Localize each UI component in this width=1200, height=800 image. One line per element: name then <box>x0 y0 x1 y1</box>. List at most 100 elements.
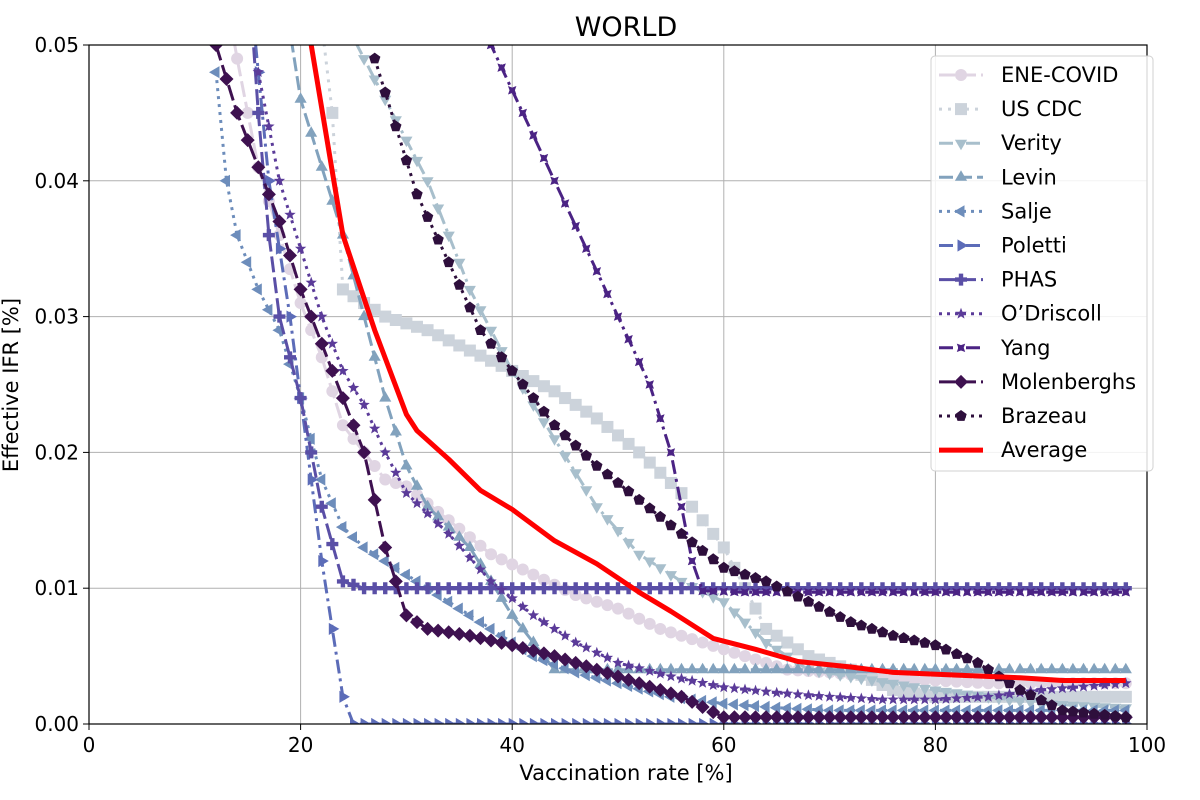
data-point <box>738 582 751 595</box>
data-point <box>686 536 698 548</box>
data-point <box>527 375 540 388</box>
data-point <box>452 602 463 615</box>
data-point <box>738 618 751 630</box>
data-point <box>601 582 614 595</box>
ticks: 0 20 40 60 80 100 0.00 0.01 0.02 0.03 0.04 0.05 <box>34 33 1166 757</box>
data-point <box>540 717 551 724</box>
data-point <box>717 643 730 656</box>
data-point <box>982 690 994 702</box>
data-point <box>792 590 804 602</box>
data-point <box>590 503 603 514</box>
data-point <box>728 582 741 595</box>
data-point <box>283 248 297 263</box>
data-point <box>1088 707 1100 719</box>
data-point <box>358 309 371 321</box>
data-point <box>643 617 656 630</box>
data-point <box>1098 690 1111 703</box>
data-point <box>686 662 699 674</box>
data-point <box>304 309 319 324</box>
data-point <box>644 502 656 514</box>
data-point <box>1055 710 1070 724</box>
data-point <box>897 681 910 692</box>
data-point <box>495 351 508 363</box>
y-axis-title: Effective IFR [%] <box>0 298 23 472</box>
legend-item: US CDC <box>939 97 1082 121</box>
data-point <box>656 414 665 423</box>
data-point <box>654 667 666 679</box>
data-point <box>1099 679 1111 690</box>
data-point <box>369 52 381 64</box>
data-point <box>950 582 963 595</box>
data-point <box>371 717 382 724</box>
data-point <box>463 582 476 595</box>
data-point <box>664 626 677 639</box>
data-point <box>1056 662 1069 674</box>
legend-item: PHAS <box>939 268 1057 292</box>
data-point <box>1099 708 1111 720</box>
data-point <box>633 612 646 625</box>
data-point <box>769 710 784 724</box>
data-point <box>707 527 720 540</box>
data-point <box>908 634 920 646</box>
data-point <box>907 710 922 724</box>
data-point <box>749 602 762 615</box>
data-point <box>1045 582 1058 595</box>
data-point <box>505 638 520 653</box>
data-point <box>580 486 593 497</box>
data-point <box>654 564 667 575</box>
data-point <box>748 700 759 713</box>
data-point <box>506 608 519 619</box>
data-point <box>1100 588 1109 597</box>
legend-label: ENE-COVID <box>1001 63 1118 87</box>
data-point <box>326 337 338 349</box>
data-point <box>621 672 636 687</box>
data-point <box>516 563 529 576</box>
data-point <box>696 544 709 556</box>
data-point <box>834 671 847 682</box>
data-point <box>707 639 720 652</box>
data-point <box>580 405 593 418</box>
x-tick-label: 0 <box>83 733 96 757</box>
data-point <box>1065 710 1080 724</box>
data-point <box>643 582 656 595</box>
data-point <box>612 429 624 442</box>
data-point <box>1014 662 1027 674</box>
legend-marker <box>956 343 966 352</box>
data-point <box>432 517 444 529</box>
data-point <box>664 571 677 582</box>
data-point <box>728 646 741 659</box>
legend-label: Yang <box>1000 336 1050 360</box>
data-point <box>812 710 826 724</box>
data-point <box>622 659 635 671</box>
data-point <box>728 662 741 674</box>
data-point <box>434 717 446 724</box>
y-tick-label: 0.02 <box>34 440 79 464</box>
data-point <box>527 582 540 595</box>
data-point <box>950 692 963 704</box>
data-point <box>929 582 942 595</box>
data-point <box>982 677 995 690</box>
data-point <box>1109 678 1121 689</box>
data-point <box>813 690 825 701</box>
data-point <box>240 133 255 148</box>
data-point <box>865 582 878 595</box>
data-point <box>1066 690 1079 703</box>
data-point <box>823 582 836 595</box>
data-point <box>517 600 529 612</box>
data-point <box>802 582 815 595</box>
data-point <box>559 392 572 405</box>
data-point <box>1109 582 1122 595</box>
data-point <box>749 662 762 674</box>
data-point <box>686 500 699 513</box>
data-point <box>971 662 984 674</box>
data-point <box>675 582 688 595</box>
data-point <box>971 582 984 595</box>
data-point <box>908 673 921 686</box>
data-point <box>696 662 709 674</box>
data-point <box>1045 690 1058 703</box>
data-point <box>1056 582 1069 595</box>
data-point <box>823 690 836 702</box>
data-point <box>982 582 995 595</box>
data-point <box>1037 588 1046 597</box>
data-point <box>813 662 826 674</box>
